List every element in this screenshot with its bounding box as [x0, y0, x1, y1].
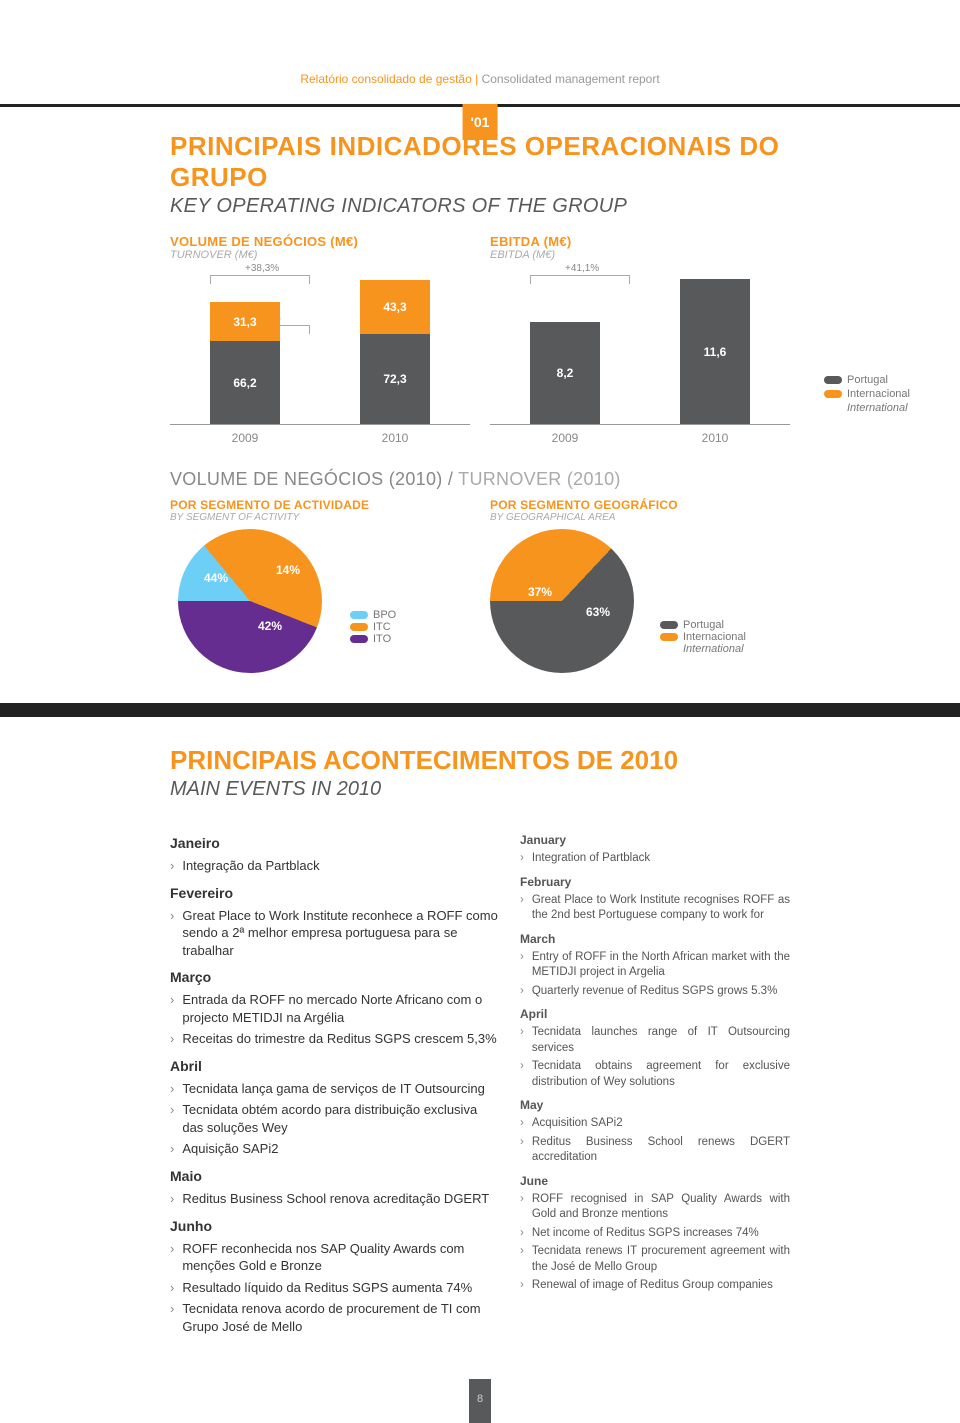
legend-item: BPO: [350, 609, 396, 621]
legend-item: ITC: [350, 621, 396, 633]
legend-item: ITO: [350, 633, 396, 645]
month-heading-en: June: [520, 1174, 790, 1188]
breadcrumb-pt: Relatório consolidado de gestão |: [300, 72, 481, 86]
event-item: ›Reditus Business School renova acredita…: [170, 1190, 500, 1208]
event-item: ›Tecnidata renova acordo de procurement …: [170, 1300, 500, 1335]
event-item: ›Tecnidata lança gama de serviços de IT …: [170, 1080, 500, 1098]
event-item-en: ›Tecnidata launches range of IT Outsourc…: [520, 1025, 790, 1056]
month-heading-en: May: [520, 1098, 790, 1112]
x-label: 2009: [232, 431, 259, 445]
event-item: ›Receitas do trimestre da Reditus SGPS c…: [170, 1030, 500, 1048]
month-heading: Março: [170, 969, 500, 985]
event-item: ›Entrada da ROFF no mercado Norte Africa…: [170, 991, 500, 1026]
breadcrumb: Relatório consolidado de gestão | Consol…: [0, 72, 960, 86]
chapter-badge: '01: [463, 104, 498, 140]
event-item: ›Great Place to Work Institute reconhece…: [170, 907, 500, 960]
pie-activity: POR SEGMENTO DE ACTIVIDADE BY SEGMENT OF…: [170, 498, 470, 689]
pie-activity-sub: BY SEGMENT OF ACTIVITY: [170, 512, 470, 523]
legend-item: InternacionalInternational: [660, 631, 746, 655]
month-heading-en: February: [520, 875, 790, 889]
month-heading: Maio: [170, 1168, 500, 1184]
event-item: ›Integração da Partblack: [170, 857, 500, 875]
x-label: 2009: [552, 431, 579, 445]
bar-seg: 31,3: [210, 302, 280, 341]
section3-title: PRINCIPAIS ACONTECIMENTOS DE 2010: [170, 745, 790, 776]
bar-seg: 72,3: [360, 334, 430, 424]
event-item-en: ›ROFF recognised in SAP Quality Awards w…: [520, 1192, 790, 1223]
event-item: ›Resultado líquido da Reditus SGPS aumen…: [170, 1279, 500, 1297]
pie-slice-label: 44%: [204, 571, 228, 585]
pie-activity-legend: BPOITCITO: [350, 609, 396, 645]
bar-seg: 43,3: [360, 280, 430, 334]
month-heading: Abril: [170, 1058, 500, 1074]
pie-geo-legend: PortugalInternacionalInternational: [660, 619, 746, 655]
page-number: 8: [0, 1379, 960, 1423]
month-heading-en: January: [520, 833, 790, 847]
month-heading: Fevereiro: [170, 885, 500, 901]
month-heading-en: April: [520, 1007, 790, 1021]
dark-band: [0, 703, 960, 717]
legend-item: InternacionalInternational: [824, 387, 910, 415]
ebitda-title: EBITDA (M€): [490, 234, 790, 249]
pie-slice-label: 63%: [586, 605, 610, 619]
pie-slice-label: 14%: [276, 563, 300, 577]
event-item-en: ›Great Place to Work Institute recognise…: [520, 893, 790, 924]
section2-title: VOLUME DE NEGÓCIOS (2010) / TURNOVER (20…: [170, 469, 790, 490]
event-item: ›Tecnidata obtém acordo para distribuiçã…: [170, 1101, 500, 1136]
bar-seg: 8,2: [530, 322, 600, 425]
month-heading: Junho: [170, 1218, 500, 1234]
section1-subtitle: KEY OPERATING INDICATORS OF THE GROUP: [170, 195, 790, 218]
bar-seg: 11,6: [680, 279, 750, 424]
ebitda-chart: EBITDA (M€) EBITDA (M€) +41,1% 8,211,6 2…: [490, 234, 790, 445]
section1-title: PRINCIPAIS INDICADORES OPERACIONAIS DO G…: [170, 131, 790, 193]
pie-activity-title: POR SEGMENTO DE ACTIVIDADE: [170, 498, 470, 512]
ebitda-subtitle: EBITDA (M€): [490, 249, 790, 261]
legend-item: Portugal: [660, 619, 746, 631]
month-heading-en: March: [520, 932, 790, 946]
event-item-en: ›Reditus Business School renews DGERT ac…: [520, 1135, 790, 1166]
turnover-subtitle: TURNOVER (M€): [170, 249, 470, 261]
month-heading: Janeiro: [170, 835, 500, 851]
pie-geo: POR SEGMENTO GEOGRÁFICO BY GEOGRAPHICAL …: [490, 498, 790, 689]
bar-seg: 66,2: [210, 341, 280, 424]
pie-geo-title: POR SEGMENTO GEOGRÁFICO: [490, 498, 790, 512]
event-item-en: ›Renewal of image of Reditus Group compa…: [520, 1278, 790, 1294]
event-item-en: ›Quarterly revenue of Reditus SGPS grows…: [520, 984, 790, 1000]
pie-geo-sub: BY GEOGRAPHICAL AREA: [490, 512, 790, 523]
event-item: ›Aquisição SAPi2: [170, 1140, 500, 1158]
pie-slice-label: 42%: [258, 619, 282, 633]
events-pt: Janeiro ›Integração da Partblack Fevereiro…: [170, 825, 500, 1339]
event-item: ›ROFF reconhecida nos SAP Quality Awards…: [170, 1240, 500, 1275]
turnover-title: VOLUME DE NEGÓCIOS (M€): [170, 234, 470, 249]
event-item-en: ›Tecnidata renews IT procurement agreeme…: [520, 1244, 790, 1275]
ebitda-legend: PortugalInternacionalInternational: [824, 373, 910, 415]
event-item-en: ›Net income of Reditus SGPS increases 74…: [520, 1226, 790, 1242]
event-item-en: ›Tecnidata obtains agreement for exclusi…: [520, 1059, 790, 1090]
event-item-en: ›Acquisition SAPi2: [520, 1116, 790, 1132]
breadcrumb-en: Consolidated management report: [482, 72, 660, 86]
turnover-chart: VOLUME DE NEGÓCIOS (M€) TURNOVER (M€) +3…: [170, 234, 470, 445]
x-label: 2010: [702, 431, 729, 445]
event-item-en: ›Entry of ROFF in the North African mark…: [520, 950, 790, 981]
legend-item: Portugal: [824, 373, 910, 387]
x-label: 2010: [382, 431, 409, 445]
events-en: January ›Integration of Partblack February…: [520, 825, 790, 1339]
section3-subtitle: MAIN EVENTS IN 2010: [170, 778, 790, 801]
event-item-en: ›Integration of Partblack: [520, 851, 790, 867]
pie-slice-label: 37%: [528, 585, 552, 599]
